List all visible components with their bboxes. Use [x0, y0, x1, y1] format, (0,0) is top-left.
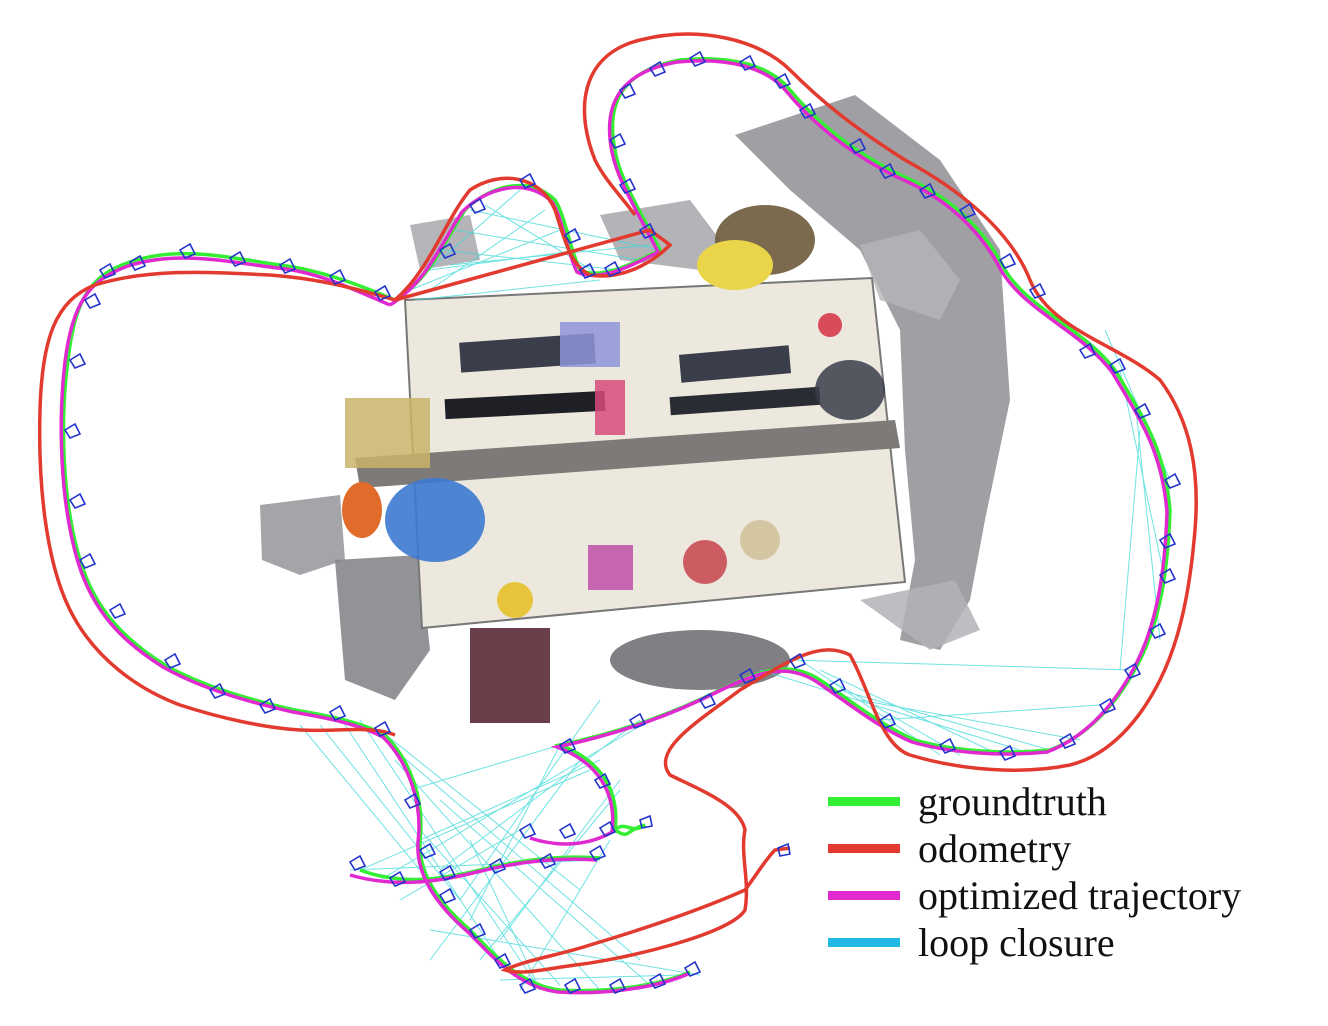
loop-closure-line: [759, 659, 1131, 756]
table-object: [740, 520, 780, 560]
table-object: [697, 240, 773, 290]
camera-frustum-icon: [348, 737, 617, 887]
table-object: [345, 398, 430, 468]
camera-frustum-icon: [403, 792, 702, 994]
wall-fragment: [260, 495, 345, 575]
table-object: [588, 545, 633, 590]
point-cloud-background: [260, 95, 1010, 700]
legend-label-loop-closure: loop closure: [918, 919, 1115, 965]
legend-item-loop-closure: loop closure: [828, 919, 1241, 966]
legend-swatch-optimized-trajectory: [828, 891, 900, 900]
legend-label-optimized-trajectory: optimized trajectory: [918, 872, 1242, 918]
table-object: [444, 390, 606, 420]
legend-item-optimized-trajectory: optimized trajectory: [828, 872, 1241, 919]
camera-frustum-icon: [63, 292, 392, 737]
groundtruth-path: [61, 57, 1172, 993]
camera-frustum-icon: [639, 814, 791, 857]
camera-frustum-icon: [628, 652, 1142, 761]
table-object: [683, 540, 727, 584]
camera-markers: [63, 50, 1182, 994]
table-strip: [355, 420, 900, 488]
legend-item-odometry: odometry: [828, 825, 1241, 872]
table-object: [342, 482, 382, 538]
odometry-path: [37, 32, 1198, 974]
wall-fragment: [600, 200, 720, 270]
table-object: [595, 380, 625, 435]
table-object: [497, 582, 533, 618]
legend: groundtruth odometry optimized trajector…: [828, 778, 1241, 966]
legend-swatch-groundtruth: [828, 797, 900, 806]
loop-closure-line: [299, 699, 701, 991]
legend-swatch-loop-closure: [828, 938, 900, 947]
table-object: [470, 628, 550, 723]
table-object: [815, 360, 885, 420]
legend-label-groundtruth: groundtruth: [918, 778, 1107, 824]
legend-label-odometry: odometry: [918, 825, 1072, 871]
wall-fragment: [860, 230, 960, 320]
table-object: [385, 478, 485, 562]
table-object: [678, 345, 792, 383]
table-point-cloud: [342, 205, 907, 723]
wall-fragment: [860, 580, 980, 650]
camera-frustum-icon: [438, 50, 867, 279]
table-object: [818, 313, 842, 337]
camera-frustum-icon: [878, 162, 1182, 639]
table-object: [560, 322, 620, 367]
camera-frustum-icon: [98, 242, 392, 301]
wall-fragment: [735, 95, 1010, 650]
legend-item-groundtruth: groundtruth: [828, 778, 1241, 825]
wall-fragment: [335, 555, 430, 700]
table-object: [610, 630, 790, 690]
table-object: [669, 386, 821, 416]
legend-swatch-odometry: [828, 844, 900, 853]
